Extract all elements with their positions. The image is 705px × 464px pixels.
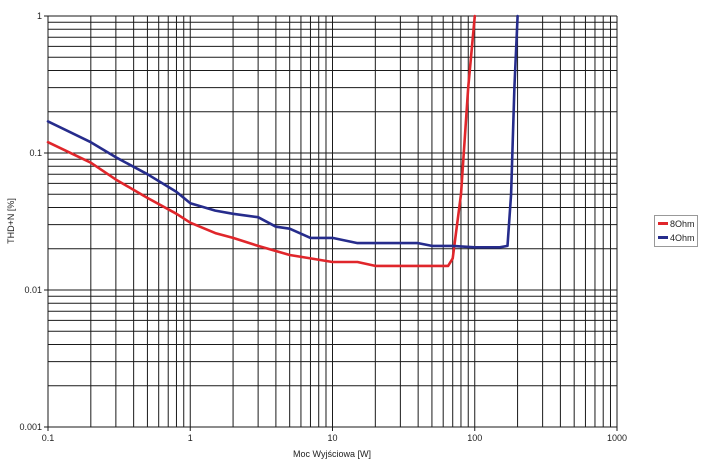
x-tick-label: 100 xyxy=(467,433,482,443)
legend-item-4ohm: 4Ohm xyxy=(655,231,697,244)
legend-swatch-red xyxy=(658,222,668,225)
legend-swatch-blue xyxy=(658,236,668,239)
y-tick-label: 0.01 xyxy=(24,285,42,295)
x-tick-label: 1000 xyxy=(607,433,627,443)
x-tick-label: 1 xyxy=(188,433,193,443)
grid-lines xyxy=(47,15,618,428)
y-tick-label: 0.001 xyxy=(19,422,42,432)
y-axis-ticks: 1 0.1 0.01 0.001 xyxy=(19,11,48,432)
x-tick-label: 10 xyxy=(327,433,337,443)
y-tick-label: 1 xyxy=(37,11,42,21)
x-axis-ticks: 0.1 1 10 100 1000 xyxy=(42,427,627,443)
series-line-4ohm xyxy=(46,14,519,249)
x-axis-title: Moc Wyjściowa [W] xyxy=(293,449,371,459)
legend-label: 4Ohm xyxy=(670,232,695,243)
x-tick-label: 0.1 xyxy=(42,433,55,443)
legend-item-8ohm: 8Ohm xyxy=(655,217,697,230)
y-tick-label: 0.1 xyxy=(29,148,42,158)
data-series xyxy=(46,14,519,268)
y-axis-title: THD+N [%] xyxy=(6,198,16,244)
legend-label: 8Ohm xyxy=(670,218,695,229)
series-line-8ohm xyxy=(46,14,477,268)
legend: 8Ohm 4Ohm xyxy=(654,215,698,247)
